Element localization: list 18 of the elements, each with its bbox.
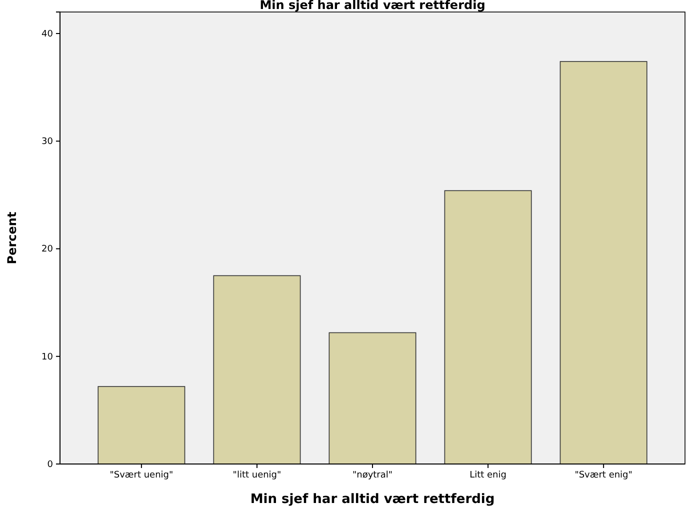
- y-tick-label: 10: [42, 352, 54, 362]
- y-tick-label: 40: [42, 29, 54, 40]
- x-tick-label: "Svært uenig": [110, 470, 174, 480]
- y-tick-label: 0: [47, 460, 54, 470]
- bar: [98, 386, 186, 464]
- chart-title: Min sjef har alltid vært rettferdig: [260, 0, 486, 12]
- y-tick-label: 30: [42, 137, 54, 148]
- bar: [213, 275, 301, 464]
- bar: [328, 332, 416, 464]
- bar: [560, 61, 648, 464]
- y-tick-label: 20: [42, 244, 54, 255]
- x-tick-label: "nøytral": [352, 470, 393, 480]
- y-axis-title: Percent: [5, 212, 19, 264]
- x-tick-label: Litt enig: [470, 470, 506, 480]
- bar: [444, 190, 532, 464]
- x-axis-title: Min sjef har alltid vært rettferdig: [250, 492, 495, 507]
- x-tick-label: "Svært enig": [574, 470, 632, 480]
- x-tick-label: "litt uenig": [232, 470, 282, 480]
